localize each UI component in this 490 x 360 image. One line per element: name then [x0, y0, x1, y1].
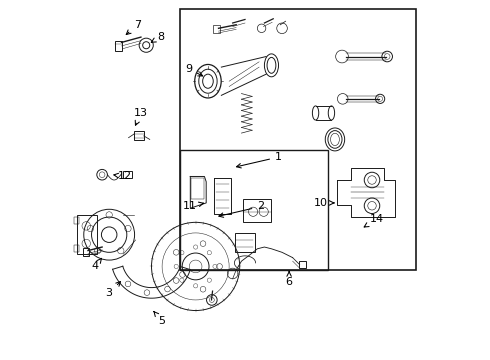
Text: 3: 3: [106, 282, 121, 298]
Text: 10: 10: [314, 198, 334, 208]
Text: 7: 7: [126, 20, 141, 35]
Text: 14: 14: [364, 214, 384, 227]
Text: 6: 6: [286, 271, 293, 287]
Text: 1: 1: [237, 152, 282, 168]
Text: 2: 2: [219, 202, 265, 217]
Text: 8: 8: [151, 32, 164, 42]
Bar: [115, 41, 122, 50]
Text: 5: 5: [154, 311, 166, 326]
Text: 12: 12: [114, 171, 132, 181]
Bar: [77, 215, 97, 254]
Bar: [74, 245, 79, 252]
Bar: [235, 233, 254, 252]
Text: 11: 11: [183, 202, 203, 211]
Bar: [243, 199, 271, 222]
Bar: [134, 131, 144, 140]
Text: 4: 4: [92, 258, 101, 271]
Bar: [123, 171, 132, 178]
Text: 13: 13: [134, 108, 148, 125]
Bar: [83, 248, 89, 256]
Bar: [191, 178, 204, 199]
Bar: [213, 26, 220, 33]
Bar: [180, 9, 416, 270]
Bar: [74, 217, 79, 224]
Bar: [180, 150, 328, 270]
Text: 9: 9: [185, 64, 203, 76]
Bar: [299, 261, 306, 268]
